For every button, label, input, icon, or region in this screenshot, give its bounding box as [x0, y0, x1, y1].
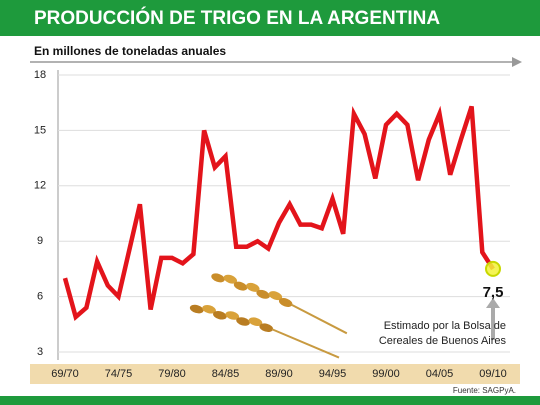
annotation-arrowhead	[486, 298, 500, 308]
x-tick-label: 74/75	[105, 368, 133, 380]
x-tick-label: 89/90	[265, 368, 293, 380]
x-tick-label: 09/10	[479, 368, 507, 380]
x-tick-label: 99/00	[372, 368, 400, 380]
y-tick-label: 12	[34, 180, 46, 192]
x-tick-label: 79/80	[158, 368, 186, 380]
header-band	[0, 0, 540, 36]
annotation: Estimado por la Bolsa de	[384, 320, 506, 332]
subtitle: En millones de toneladas anuales	[34, 44, 226, 58]
x-tick-label: 94/95	[319, 368, 347, 380]
x-tick-label: 84/85	[212, 368, 240, 380]
source: Fuente: SAGPyA.	[453, 386, 516, 395]
series-line	[62, 105, 495, 321]
category-band	[30, 364, 520, 384]
x-tick-label: 04/05	[426, 368, 454, 380]
y-tick-label: 18	[34, 69, 46, 81]
x-tick-label: 69/70	[51, 368, 79, 380]
footer-band	[0, 396, 540, 405]
y-tick-label: 15	[34, 124, 46, 136]
y-tick-label: 9	[37, 235, 43, 247]
y-tick-label: 3	[37, 346, 43, 358]
point-highlight	[485, 260, 501, 277]
y-tick-label: 6	[37, 291, 43, 303]
annotation: Cereales de Buenos Aires	[379, 335, 507, 347]
chart-title: PRODUCCIÓN DE TRIGO EN LA ARGENTINA	[34, 7, 440, 29]
value-label: 7,5	[483, 284, 504, 301]
wheat	[189, 273, 348, 359]
rule-arrow	[512, 57, 522, 67]
